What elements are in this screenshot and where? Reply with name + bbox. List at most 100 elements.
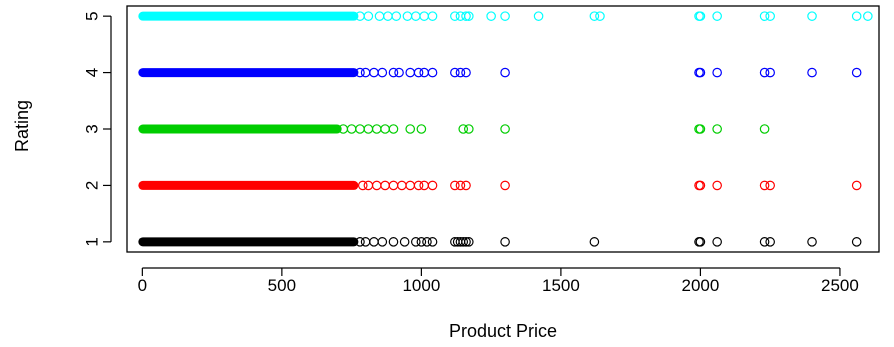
data-point (371, 180, 382, 191)
y-axis: 1 2 3 4 5 (83, 11, 112, 247)
plot-frame (126, 5, 880, 253)
data-point (461, 180, 471, 191)
data-point (500, 180, 510, 191)
data-point (450, 11, 460, 21)
data-point (595, 11, 605, 21)
y-tick-label: 4 (83, 68, 102, 77)
data-point (380, 180, 390, 191)
data-point (411, 11, 421, 21)
data-point (759, 237, 770, 247)
data-point (712, 237, 722, 247)
data-point (388, 67, 399, 78)
x-tick-label: 500 (268, 276, 296, 295)
data-point (377, 67, 388, 78)
data-point (419, 67, 429, 78)
data-point (355, 237, 365, 247)
data-point (427, 237, 438, 247)
data-point (695, 124, 706, 134)
data-point (486, 11, 496, 21)
data-point (863, 11, 873, 21)
data-point (533, 11, 544, 21)
dense-points-band (138, 237, 359, 247)
dense-points-band (138, 11, 359, 21)
data-point (461, 237, 471, 247)
data-point (500, 124, 510, 134)
data-point (419, 180, 429, 191)
data-point (464, 11, 474, 21)
data-point (695, 11, 706, 21)
x-axis: 0 500 1000 1500 2000 2500 (138, 267, 859, 295)
data-point (427, 180, 438, 191)
data-point (360, 67, 371, 78)
data-point (464, 124, 474, 134)
data-point (405, 67, 416, 78)
data-point (411, 237, 421, 247)
data-point (405, 180, 416, 191)
data-point (427, 67, 438, 78)
series-4 (138, 67, 862, 78)
data-point (374, 11, 385, 21)
data-point (397, 180, 407, 191)
data-point (455, 67, 466, 78)
data-point (427, 11, 438, 21)
dense-points-band (138, 124, 342, 134)
data-point (500, 67, 510, 78)
data-point (346, 124, 357, 134)
data-point (416, 237, 427, 247)
dense-points-band (138, 180, 359, 190)
data-point (388, 180, 399, 191)
data-point (461, 11, 471, 21)
data-point (500, 237, 510, 247)
series-5 (138, 11, 873, 21)
data-point (765, 67, 775, 78)
data-point (357, 180, 368, 191)
data-point (695, 180, 706, 191)
data-point (422, 237, 432, 247)
y-tick-label: 3 (83, 124, 102, 133)
data-point (765, 237, 775, 247)
data-point (355, 124, 365, 134)
data-point (455, 180, 466, 191)
data-point (419, 11, 429, 21)
data-point (363, 11, 374, 21)
data-point (851, 67, 862, 78)
data-point (807, 237, 817, 247)
y-tick-label: 5 (83, 11, 102, 20)
data-point (759, 124, 770, 134)
data-point (759, 11, 770, 21)
data-point (712, 11, 722, 21)
dense-points-band (138, 68, 359, 78)
data-point (369, 67, 379, 78)
data-point (363, 124, 374, 134)
data-point (450, 67, 460, 78)
data-point (851, 11, 862, 21)
data-point (405, 124, 416, 134)
y-tick-label: 2 (83, 181, 102, 190)
series-1 (138, 237, 862, 247)
data-point (765, 180, 775, 191)
series-2 (138, 180, 862, 191)
data-point (851, 237, 862, 247)
points-layer (138, 11, 873, 247)
x-tick-label: 2000 (682, 276, 720, 295)
x-tick-label: 1500 (542, 276, 580, 295)
data-point (399, 237, 410, 247)
data-point (851, 180, 862, 191)
x-tick-label: 0 (138, 276, 147, 295)
data-point (695, 67, 706, 78)
data-point (416, 124, 427, 134)
data-point (765, 11, 775, 21)
data-point (458, 124, 469, 134)
data-point (712, 124, 722, 134)
data-point (413, 67, 424, 78)
data-point (377, 237, 388, 247)
data-point (589, 237, 600, 247)
x-tick-label: 1000 (402, 276, 440, 295)
data-point (712, 67, 722, 78)
data-point (589, 11, 600, 21)
data-point (371, 124, 382, 134)
data-point (464, 237, 474, 247)
data-point (712, 180, 722, 191)
data-point (394, 67, 404, 78)
